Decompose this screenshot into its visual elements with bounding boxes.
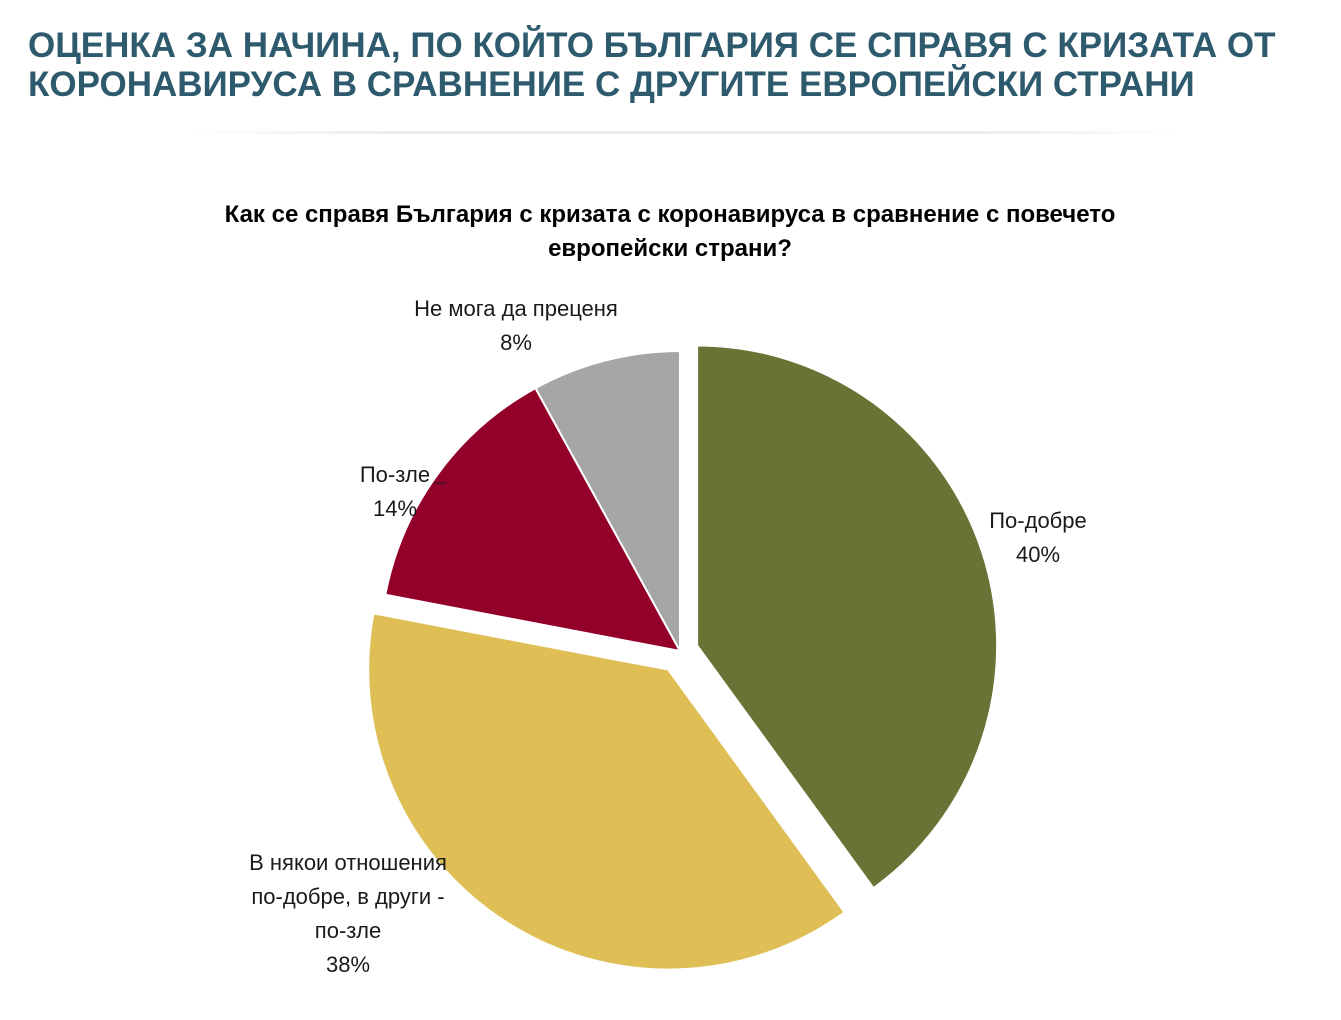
slice-label-line: По-добре [989, 508, 1087, 533]
slice-value-mixed: 38% [326, 952, 370, 977]
pie-slice-po-zle [384, 386, 682, 653]
slice-value-ne-moga: 8% [500, 330, 532, 355]
page-title-line-2: КОРОНАВИРУСА В СРАВНЕНИЕ С ДРУГИТЕ ЕВРОП… [28, 65, 1195, 104]
pie-slice-po-dobre [696, 344, 999, 890]
slice-label-po-dobre: По-добре 40% [989, 508, 1087, 567]
chart-title-line-1: Как се справя България с кризата с корон… [224, 201, 1116, 228]
slice-label-line: Не мога да преценя [414, 296, 618, 321]
slice-label-po-zle: По-зле 14% [360, 462, 430, 521]
chart-title: Как се справя България с кризата с корон… [120, 198, 1220, 266]
page-title: ОЦЕНКА ЗА НАЧИНА, ПО КОЙТО БЪЛГАРИЯ СЕ С… [28, 26, 1318, 104]
slice-value-po-zle: 14% [373, 496, 417, 521]
pie-slice-ne-moga [534, 349, 681, 652]
slice-label-mixed: В някои отношения по-добре, в други - по-з… [249, 850, 447, 977]
slice-label-line: по-зле [315, 918, 381, 943]
slice-label-line: В някои отношения [249, 850, 447, 875]
pie-slice-mixed [367, 612, 846, 971]
page-title-line-1: ОЦЕНКА ЗА НАЧИНА, ПО КОЙТО БЪЛГАРИЯ СЕ С… [28, 26, 1276, 65]
title-divider [190, 131, 1180, 134]
chart-title-line-2: европейски страни? [548, 235, 792, 262]
slice-value-po-dobre: 40% [1016, 542, 1060, 567]
slice-label-ne-moga: Не мога да преценя 8% [414, 296, 618, 355]
slice-label-line: по-добре, в други - [251, 884, 444, 909]
slice-label-line: По-зле [360, 462, 430, 487]
